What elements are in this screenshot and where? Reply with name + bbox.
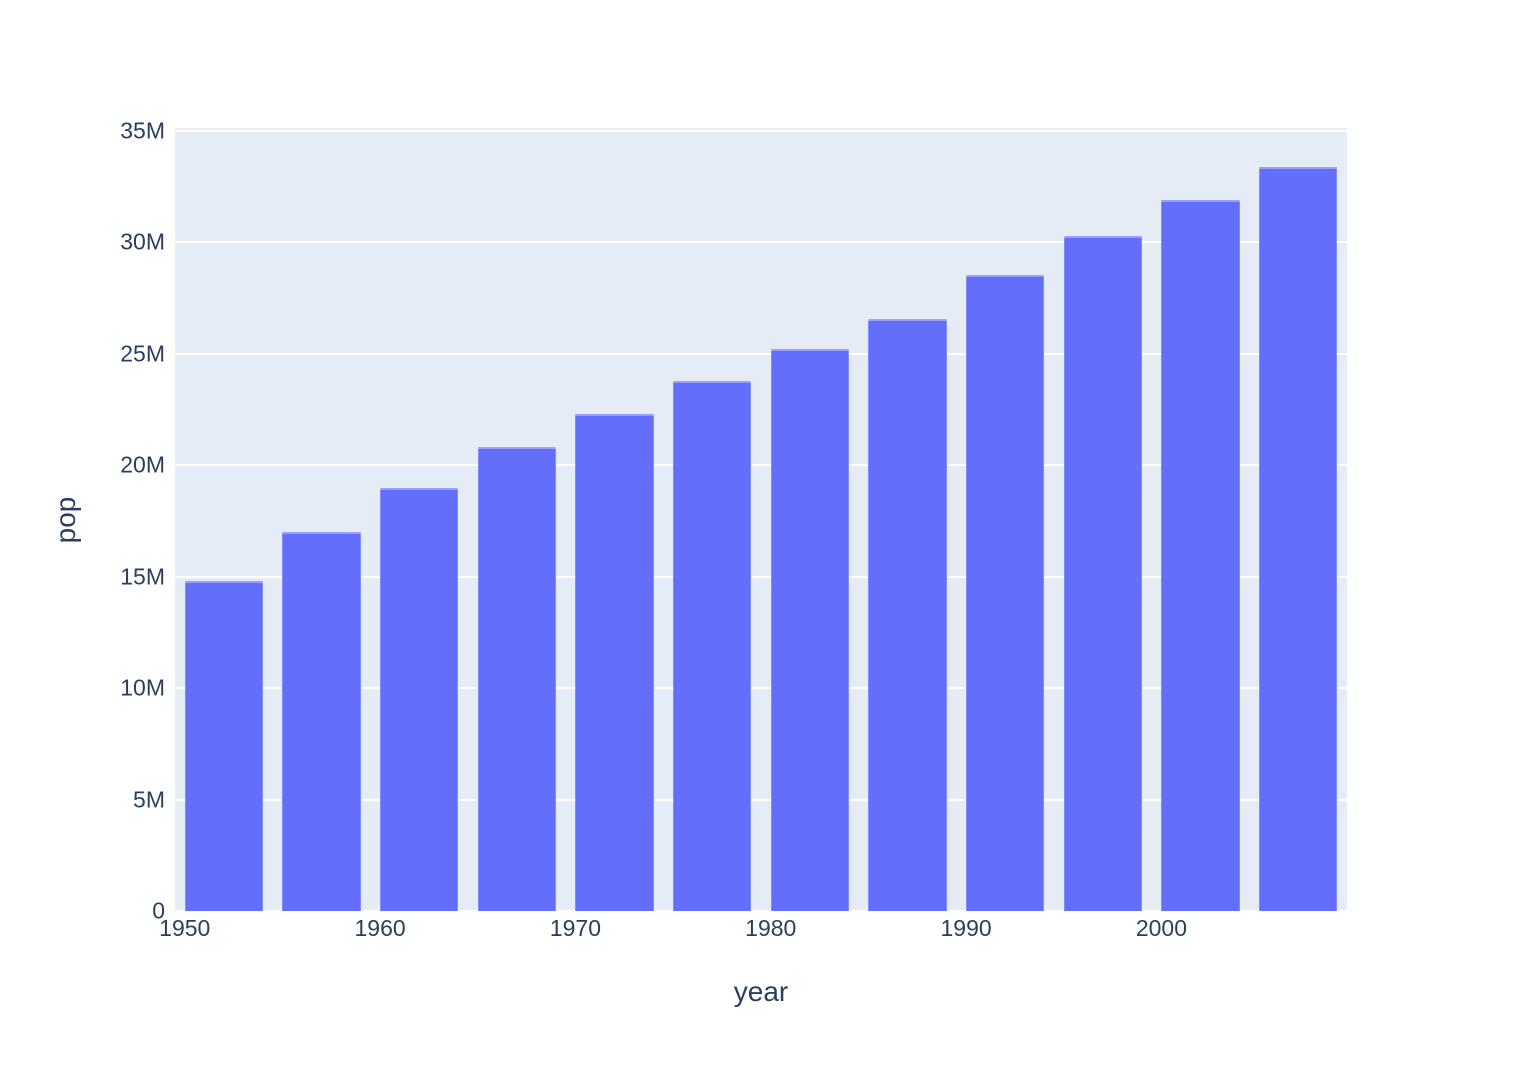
y-gridline bbox=[175, 575, 1347, 578]
bar-1987[interactable] bbox=[868, 319, 947, 911]
y-axis-tick-label: 0 bbox=[152, 897, 165, 924]
y-gridline bbox=[175, 352, 1347, 355]
x-axis-tick-label: 1960 bbox=[354, 915, 406, 941]
bar-1997[interactable] bbox=[1063, 235, 1142, 911]
x-axis-tick-label: 1980 bbox=[745, 915, 797, 941]
bar-2007[interactable] bbox=[1259, 166, 1338, 911]
y-axis-tick-label: 25M bbox=[120, 340, 165, 367]
x-axis-tick-label: 2000 bbox=[1135, 915, 1188, 941]
bar-1977[interactable] bbox=[673, 380, 752, 911]
plot-area bbox=[175, 128, 1347, 912]
y-gridline bbox=[175, 241, 1347, 244]
bar-1982[interactable] bbox=[770, 349, 849, 911]
bar-1992[interactable] bbox=[966, 275, 1045, 911]
bar-1962[interactable] bbox=[380, 487, 459, 911]
bar-1967[interactable] bbox=[477, 446, 556, 911]
y-gridline bbox=[175, 910, 1347, 912]
y-axis-tick-label: 30M bbox=[120, 228, 165, 255]
y-axis-tick-label: 15M bbox=[120, 563, 165, 590]
y-axis-tick-label: 20M bbox=[120, 451, 165, 478]
x-axis-tick-label: 1950 bbox=[159, 915, 211, 941]
y-gridline bbox=[175, 129, 1347, 132]
y-axis-tick-label: 35M bbox=[120, 117, 165, 144]
y-gridline bbox=[175, 464, 1347, 467]
y-gridline bbox=[175, 798, 1347, 801]
x-axis-tick-label: 1970 bbox=[549, 915, 602, 941]
y-axis-tick-label: 10M bbox=[120, 674, 165, 701]
y-axis-title: pop bbox=[50, 496, 81, 544]
bar-1957[interactable] bbox=[282, 531, 361, 911]
x-axis-tick-label: 1990 bbox=[940, 915, 992, 941]
bar-2002[interactable] bbox=[1161, 199, 1240, 911]
y-gridline bbox=[175, 687, 1347, 690]
y-axis-tick-label: 5M bbox=[133, 786, 165, 813]
bar-1972[interactable] bbox=[575, 414, 654, 911]
x-axis-title: year bbox=[733, 976, 789, 1007]
bar-1952[interactable] bbox=[184, 581, 263, 911]
